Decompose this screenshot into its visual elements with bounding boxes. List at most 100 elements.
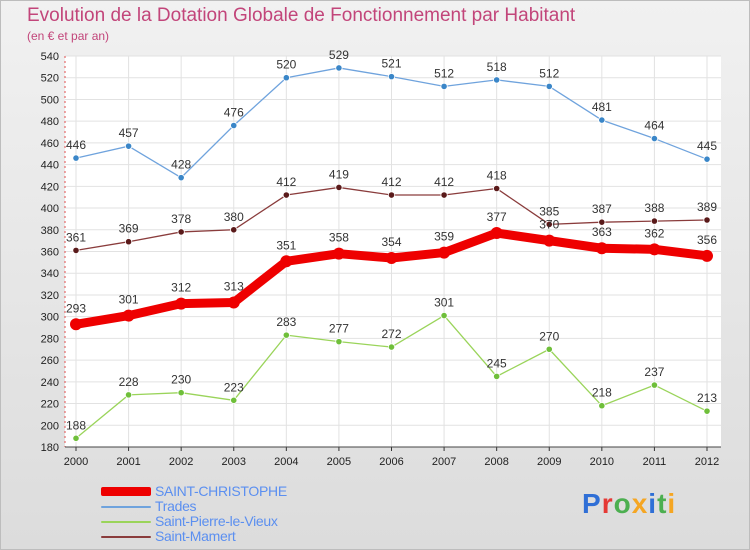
data-point-trades-2010 xyxy=(598,116,606,124)
y-tick-label-240: 240 xyxy=(41,377,59,389)
data-point-saint-mamert-2011 xyxy=(650,217,659,225)
legend-swatch-saint-pierre-le-vieux xyxy=(101,521,151,523)
x-tick-label-2010: 2010 xyxy=(590,456,614,468)
data-point-saint-christophe-2004 xyxy=(280,255,293,268)
legend-swatch-saint-christophe xyxy=(101,487,151,496)
data-point-trades-2001 xyxy=(124,142,133,150)
y-tick-label-260: 260 xyxy=(41,355,59,367)
data-point-saint-pierre-le-vieux-2008 xyxy=(493,372,501,381)
data-point-saint-pierre-le-vieux-2011 xyxy=(650,381,659,389)
data-label-trades-2012: 445 xyxy=(697,139,717,153)
data-point-saint-pierre-le-vieux-2007 xyxy=(440,311,448,320)
data-point-saint-mamert-2005 xyxy=(335,183,343,192)
data-label-saint-mamert-2001: 369 xyxy=(119,222,139,236)
x-tick-label-2001: 2001 xyxy=(116,456,140,468)
x-tick-label-2003: 2003 xyxy=(222,456,246,468)
data-label-saint-mamert-2011: 388 xyxy=(644,201,664,215)
data-label-trades-2005: 529 xyxy=(329,48,349,62)
y-tick-label-360: 360 xyxy=(41,247,59,259)
y-tick-label-540: 540 xyxy=(41,51,59,63)
legend-label-saint-mamert: Saint-Mamert xyxy=(155,528,236,544)
y-tick-label-460: 460 xyxy=(41,138,59,150)
data-label-saint-christophe-2007: 359 xyxy=(434,230,454,244)
y-tick-label-520: 520 xyxy=(41,73,59,85)
data-label-saint-christophe-2006: 354 xyxy=(381,235,401,249)
logo-letter: P xyxy=(582,488,602,519)
data-label-saint-mamert-2006: 412 xyxy=(381,175,401,189)
data-label-saint-mamert-2007: 412 xyxy=(434,175,454,189)
data-point-saint-christophe-2007 xyxy=(438,246,451,259)
x-tick-label-2002: 2002 xyxy=(169,456,193,468)
data-point-saint-pierre-le-vieux-2005 xyxy=(335,338,343,346)
data-point-saint-pierre-le-vieux-2006 xyxy=(387,343,396,351)
data-point-trades-2011 xyxy=(650,134,659,143)
data-point-saint-christophe-2010 xyxy=(595,242,608,255)
data-label-trades-2011: 464 xyxy=(644,119,664,133)
data-label-saint-mamert-2005: 419 xyxy=(329,167,349,181)
legend-swatch-saint-mamert xyxy=(101,536,151,538)
data-label-saint-christophe-2005: 358 xyxy=(329,231,349,245)
data-point-saint-mamert-2004 xyxy=(282,191,290,199)
data-label-saint-pierre-le-vieux-2010: 218 xyxy=(592,386,612,400)
data-point-saint-christophe-2005 xyxy=(332,247,345,260)
data-label-trades-2006: 521 xyxy=(381,57,401,71)
data-point-saint-christophe-2002 xyxy=(175,297,188,310)
data-point-trades-2012 xyxy=(703,155,711,163)
data-label-saint-mamert-2004: 412 xyxy=(276,175,296,189)
x-tick-label-2011: 2011 xyxy=(643,456,667,468)
data-point-saint-mamert-2009 xyxy=(545,220,553,228)
y-tick-label-300: 300 xyxy=(41,312,59,324)
data-point-saint-christophe-2001 xyxy=(122,309,135,322)
data-point-trades-2003 xyxy=(230,121,238,130)
data-label-saint-mamert-2009: 385 xyxy=(539,204,559,218)
x-tick-label-2005: 2005 xyxy=(327,456,351,468)
legend-swatch-trades xyxy=(101,506,151,508)
data-label-trades-2002: 428 xyxy=(171,158,191,172)
y-tick-label-200: 200 xyxy=(41,420,59,432)
data-point-saint-pierre-le-vieux-2009 xyxy=(545,345,553,353)
data-point-saint-pierre-le-vieux-2012 xyxy=(703,407,711,415)
y-tick-label-180: 180 xyxy=(41,442,59,454)
logo-letter: x xyxy=(631,488,649,519)
data-label-saint-pierre-le-vieux-2009: 270 xyxy=(539,329,559,343)
y-tick-label-440: 440 xyxy=(41,160,59,172)
data-label-saint-christophe-2004: 351 xyxy=(276,238,296,252)
data-label-saint-christophe-2011: 362 xyxy=(644,226,664,240)
data-point-trades-2007 xyxy=(440,82,448,91)
data-label-saint-pierre-le-vieux-2012: 213 xyxy=(697,391,717,405)
data-point-saint-mamert-2010 xyxy=(598,218,606,226)
data-point-saint-mamert-2002 xyxy=(177,228,185,236)
x-tick-label-2012: 2012 xyxy=(695,456,719,468)
logo-letter: i xyxy=(667,488,677,519)
data-label-saint-mamert-2003: 380 xyxy=(224,210,244,224)
data-point-saint-pierre-le-vieux-2000 xyxy=(72,434,80,442)
data-point-saint-mamert-2003 xyxy=(230,226,238,234)
data-point-saint-christophe-2012 xyxy=(701,249,713,262)
legend-label-saint-pierre-le-vieux: Saint-Pierre-le-Vieux xyxy=(155,513,278,529)
data-label-saint-mamert-2008: 418 xyxy=(487,169,507,183)
data-label-trades-2003: 476 xyxy=(224,106,244,120)
data-label-saint-christophe-2012: 356 xyxy=(697,233,717,247)
proxiti-logo: Proxiti xyxy=(582,488,676,520)
data-point-saint-christophe-2011 xyxy=(648,243,661,256)
data-label-saint-pierre-le-vieux-2007: 301 xyxy=(434,296,454,310)
data-label-saint-christophe-2000: 293 xyxy=(66,301,86,315)
data-label-saint-pierre-le-vieux-2011: 237 xyxy=(644,365,664,379)
data-point-saint-mamert-2000 xyxy=(72,246,80,255)
y-tick-label-400: 400 xyxy=(41,203,59,215)
data-label-saint-mamert-2002: 378 xyxy=(171,212,191,226)
data-label-trades-2009: 512 xyxy=(539,66,559,80)
data-label-saint-mamert-2010: 387 xyxy=(592,202,612,216)
y-tick-label-340: 340 xyxy=(41,268,59,280)
data-label-saint-pierre-le-vieux-2004: 283 xyxy=(276,315,296,329)
data-point-saint-christophe-2006 xyxy=(385,252,398,265)
data-label-saint-pierre-le-vieux-2003: 223 xyxy=(224,380,244,394)
data-label-saint-mamert-2000: 361 xyxy=(66,230,86,244)
data-point-saint-mamert-2006 xyxy=(387,191,396,199)
logo-letter: i xyxy=(648,488,658,519)
y-tick-label-280: 280 xyxy=(41,333,59,345)
x-tick-label-2004: 2004 xyxy=(274,456,298,468)
data-point-saint-christophe-2003 xyxy=(227,296,240,309)
x-tick-label-2007: 2007 xyxy=(432,456,456,468)
